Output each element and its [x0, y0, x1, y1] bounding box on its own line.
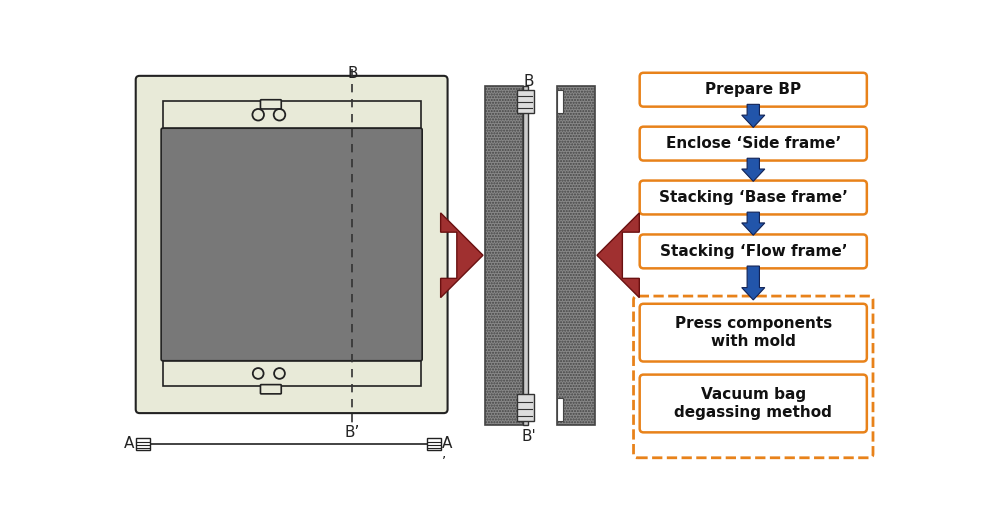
Bar [517, 90, 533, 113]
Text: ,: , [442, 446, 447, 460]
FancyBboxPatch shape [640, 304, 867, 361]
Text: Stacking ‘Base frame’: Stacking ‘Base frame’ [659, 190, 848, 205]
Bar [557, 397, 563, 421]
FancyBboxPatch shape [260, 384, 281, 394]
Text: Enclose ‘Side frame’: Enclose ‘Side frame’ [666, 136, 841, 151]
Bar [557, 86, 596, 425]
FancyArrow shape [741, 212, 765, 235]
FancyBboxPatch shape [640, 374, 867, 433]
FancyBboxPatch shape [640, 127, 867, 161]
Bar [517, 90, 523, 113]
Text: Press components
with mold: Press components with mold [674, 316, 832, 349]
FancyArrow shape [741, 105, 765, 128]
Bar [163, 361, 421, 386]
Text: B: B [524, 74, 533, 88]
FancyBboxPatch shape [640, 234, 867, 268]
Bar [427, 438, 441, 450]
FancyArrow shape [441, 213, 483, 298]
Bar [523, 86, 528, 425]
Bar [163, 101, 421, 128]
FancyBboxPatch shape [640, 180, 867, 214]
FancyBboxPatch shape [640, 73, 867, 107]
Bar [517, 394, 533, 421]
FancyArrow shape [741, 266, 765, 300]
Text: B’: B’ [345, 425, 360, 440]
Text: Vacuum bag
degassing method: Vacuum bag degassing method [674, 388, 832, 419]
FancyBboxPatch shape [161, 128, 422, 361]
FancyBboxPatch shape [634, 296, 873, 458]
Text: A: A [124, 436, 134, 451]
Bar [557, 90, 563, 113]
Text: Prepare BP: Prepare BP [705, 82, 802, 97]
FancyBboxPatch shape [260, 100, 281, 109]
FancyBboxPatch shape [136, 76, 448, 413]
Text: B: B [347, 66, 358, 81]
FancyArrow shape [741, 158, 765, 181]
Text: B': B' [521, 429, 535, 444]
Bar [136, 438, 150, 450]
Text: A: A [442, 436, 453, 451]
FancyArrow shape [597, 213, 639, 298]
Text: Stacking ‘Flow frame’: Stacking ‘Flow frame’ [660, 244, 847, 259]
Bar [484, 86, 523, 425]
Bar [517, 397, 523, 421]
